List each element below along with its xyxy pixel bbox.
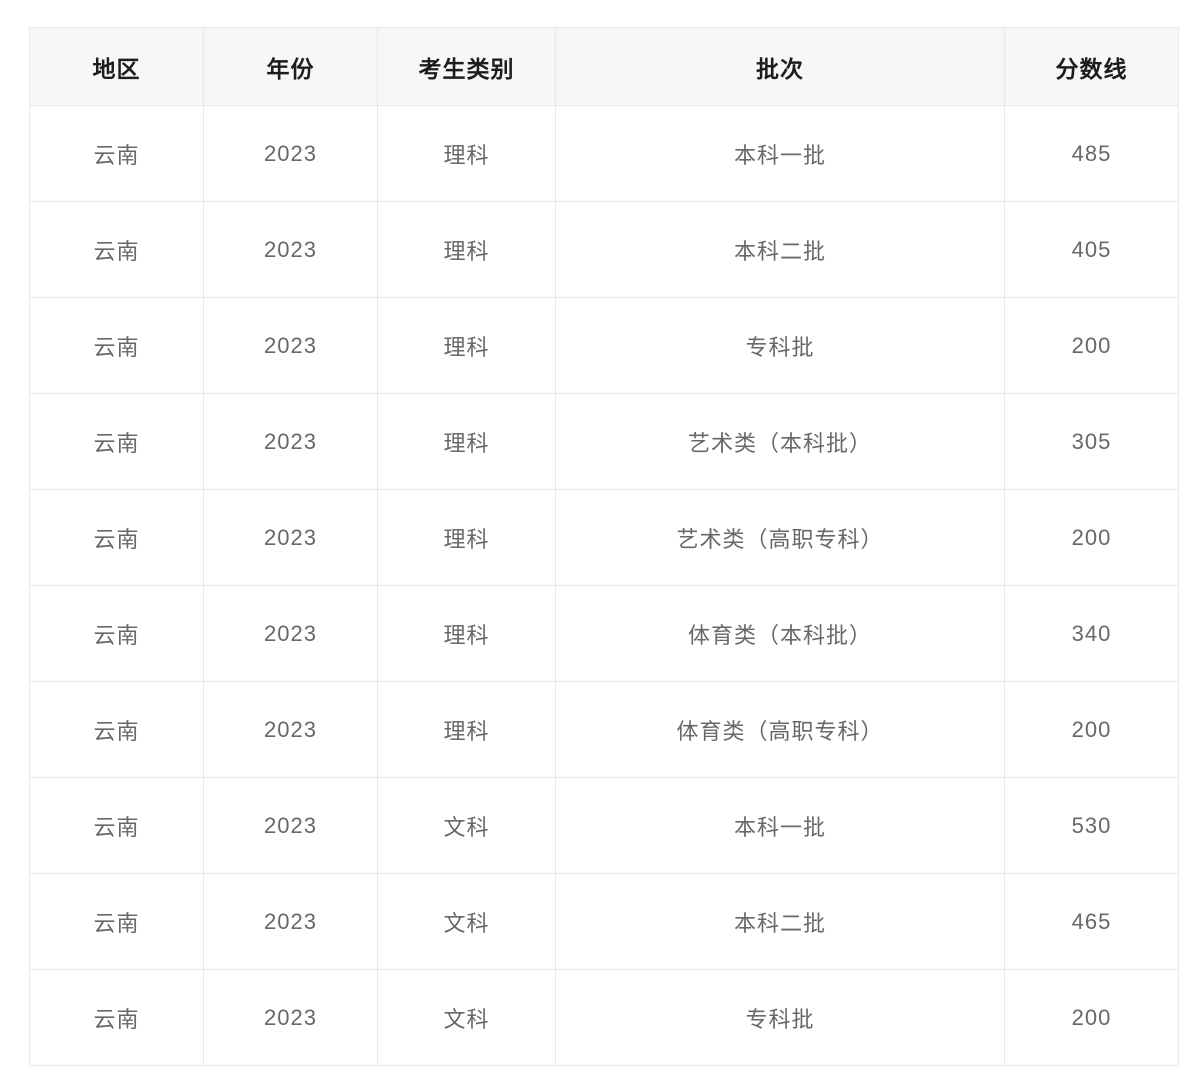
header-row: 地区 年份 考生类别 批次 分数线 [29, 27, 1179, 106]
cell-year: 2023 [203, 489, 378, 586]
cell-region: 云南 [29, 393, 204, 490]
table-row: 云南 2023 文科 本科一批 530 [29, 777, 1179, 874]
cell-batch: 专科批 [555, 969, 1005, 1066]
cell-batch: 体育类（本科批） [555, 585, 1005, 682]
cell-category: 文科 [377, 873, 556, 970]
cell-score: 485 [1004, 105, 1179, 202]
cell-batch: 艺术类（本科批） [555, 393, 1005, 490]
table-row: 云南 2023 理科 本科一批 485 [29, 105, 1179, 202]
cell-category: 文科 [377, 777, 556, 874]
cell-region: 云南 [29, 489, 204, 586]
cell-batch: 本科二批 [555, 201, 1005, 298]
table-row: 云南 2023 文科 本科二批 465 [29, 873, 1179, 970]
cell-batch: 本科二批 [555, 873, 1005, 970]
cell-batch: 专科批 [555, 297, 1005, 394]
cell-batch: 艺术类（高职专科） [555, 489, 1005, 586]
cell-score: 200 [1004, 489, 1179, 586]
cell-year: 2023 [203, 873, 378, 970]
cell-region: 云南 [29, 297, 204, 394]
cell-category: 理科 [377, 393, 556, 490]
cell-year: 2023 [203, 777, 378, 874]
table-header: 地区 年份 考生类别 批次 分数线 [29, 27, 1179, 106]
cell-batch: 本科一批 [555, 105, 1005, 202]
table-row: 云南 2023 理科 艺术类（高职专科） 200 [29, 489, 1179, 586]
cell-score: 465 [1004, 873, 1179, 970]
cell-region: 云南 [29, 201, 204, 298]
cell-batch: 体育类（高职专科） [555, 681, 1005, 778]
cell-category: 理科 [377, 297, 556, 394]
cell-year: 2023 [203, 681, 378, 778]
table-row: 云南 2023 理科 本科二批 405 [29, 201, 1179, 298]
table-body: 云南 2023 理科 本科一批 485 云南 2023 理科 本科二批 405 云南 2023 理科 专科… [29, 105, 1179, 1066]
table-row: 云南 2023 理科 艺术类（本科批） 305 [29, 393, 1179, 490]
column-header-batch: 批次 [555, 27, 1005, 106]
cell-region: 云南 [29, 105, 204, 202]
cell-batch: 本科一批 [555, 777, 1005, 874]
cell-score: 200 [1004, 297, 1179, 394]
table-row: 云南 2023 理科 体育类（本科批） 340 [29, 585, 1179, 682]
gaokao-score-table: 地区 年份 考生类别 批次 分数线 云南 2023 理科 本科一批 485 云南 2023 理科 本科二… [29, 27, 1179, 1066]
cell-category: 理科 [377, 105, 556, 202]
cell-year: 2023 [203, 297, 378, 394]
column-header-region: 地区 [29, 27, 204, 106]
column-header-year: 年份 [203, 27, 378, 106]
cell-score: 405 [1004, 201, 1179, 298]
cell-year: 2023 [203, 105, 378, 202]
cell-region: 云南 [29, 969, 204, 1066]
cell-region: 云南 [29, 681, 204, 778]
cell-score: 305 [1004, 393, 1179, 490]
cell-region: 云南 [29, 873, 204, 970]
cell-score: 530 [1004, 777, 1179, 874]
cell-score: 200 [1004, 969, 1179, 1066]
cell-category: 理科 [377, 681, 556, 778]
table-row: 云南 2023 文科 专科批 200 [29, 969, 1179, 1066]
column-header-score: 分数线 [1004, 27, 1179, 106]
cell-year: 2023 [203, 585, 378, 682]
cell-category: 文科 [377, 969, 556, 1066]
table-row: 云南 2023 理科 专科批 200 [29, 297, 1179, 394]
cell-score: 340 [1004, 585, 1179, 682]
cell-year: 2023 [203, 201, 378, 298]
cell-year: 2023 [203, 393, 378, 490]
cell-year: 2023 [203, 969, 378, 1066]
table-row: 云南 2023 理科 体育类（高职专科） 200 [29, 681, 1179, 778]
cell-category: 理科 [377, 489, 556, 586]
column-header-category: 考生类别 [377, 27, 556, 106]
cell-category: 理科 [377, 585, 556, 682]
cell-region: 云南 [29, 585, 204, 682]
cell-region: 云南 [29, 777, 204, 874]
cell-category: 理科 [377, 201, 556, 298]
cell-score: 200 [1004, 681, 1179, 778]
